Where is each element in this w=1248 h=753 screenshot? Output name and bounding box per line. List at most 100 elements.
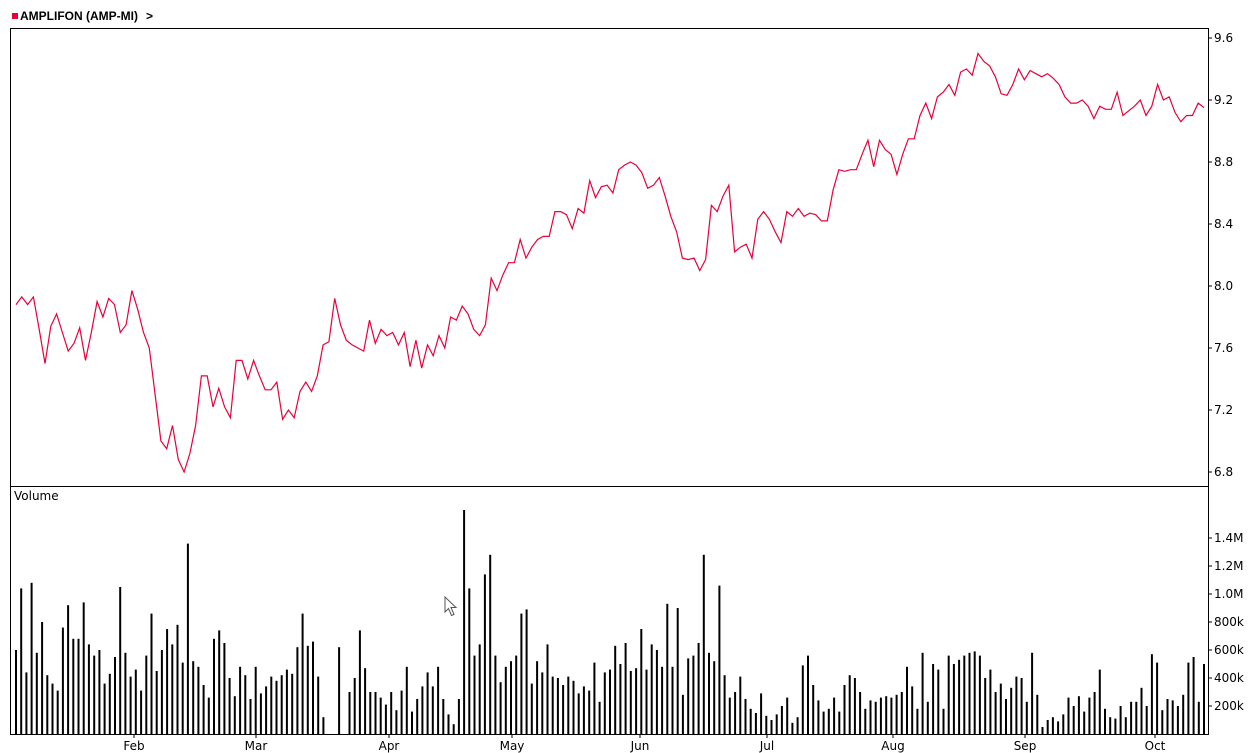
volume-bar xyxy=(1036,694,1039,734)
volume-bar xyxy=(864,708,867,734)
volume-bar xyxy=(739,676,742,734)
volume-bar xyxy=(827,708,830,734)
volume-bar xyxy=(885,696,888,734)
volume-bar xyxy=(681,694,684,734)
volume-bar xyxy=(692,655,695,734)
volume-bar xyxy=(640,629,643,734)
volume-bar xyxy=(353,678,356,734)
volume-bar xyxy=(145,655,148,734)
volume-bar xyxy=(77,638,80,734)
month-tick-label: Feb xyxy=(123,739,144,753)
volume-bar xyxy=(457,699,460,734)
volume-bar xyxy=(603,672,606,734)
volume-bar xyxy=(134,669,137,734)
volume-bar xyxy=(358,630,361,734)
volume-bar xyxy=(718,585,721,734)
volume-bar xyxy=(233,696,236,734)
volume-bar xyxy=(1072,706,1075,734)
volume-bar xyxy=(1051,717,1054,734)
chart-header[interactable]: AMPLIFON (AMP-MI) > xyxy=(12,8,153,24)
volume-bar xyxy=(593,662,596,734)
volume-bar xyxy=(384,704,387,734)
volume-bar xyxy=(1156,662,1159,734)
price-tick-label: 7.6 xyxy=(1214,341,1233,355)
volume-bar xyxy=(801,665,804,734)
volume-bar xyxy=(447,714,450,734)
volume-bar xyxy=(515,655,518,734)
volume-bar xyxy=(1062,714,1065,734)
volume-bars xyxy=(15,510,1205,734)
volume-bar xyxy=(228,678,231,734)
volume-bar xyxy=(1145,706,1148,734)
volume-bar xyxy=(140,690,143,734)
volume-bar xyxy=(697,643,700,734)
volume-bar xyxy=(984,678,987,734)
volume-bar xyxy=(546,644,549,734)
volume-bar xyxy=(598,701,601,734)
volume-bar xyxy=(1197,701,1200,734)
volume-bar xyxy=(577,693,580,734)
volume-bar xyxy=(452,724,455,734)
next-arrow-icon[interactable]: > xyxy=(145,9,153,23)
volume-bar xyxy=(285,669,288,734)
volume-bar xyxy=(1150,654,1153,734)
volume-bar xyxy=(770,720,773,734)
month-tick-label: Jun xyxy=(630,739,650,753)
volume-bar xyxy=(932,664,935,734)
volume-bar xyxy=(244,675,247,734)
volume-tick-label: 200k xyxy=(1214,699,1244,713)
volume-tick-label: 1.2M xyxy=(1214,559,1243,573)
volume-bar xyxy=(859,692,862,734)
volume-bar xyxy=(676,608,679,734)
volume-bar xyxy=(702,554,705,734)
volume-bar xyxy=(1077,696,1080,734)
volume-bar xyxy=(879,697,882,734)
volume-bar xyxy=(160,650,163,734)
volume-bar xyxy=(213,638,215,734)
volume-bar xyxy=(780,706,783,734)
volume-bar xyxy=(968,652,971,734)
month-tick-label: May xyxy=(500,739,525,753)
volume-bar xyxy=(1140,687,1143,734)
volume-bar xyxy=(390,692,393,734)
volume-bar xyxy=(911,686,914,734)
volume-bar xyxy=(666,603,669,734)
volume-bar xyxy=(817,700,820,734)
volume-bar xyxy=(760,693,763,734)
volume-bar xyxy=(114,657,116,734)
volume-bar xyxy=(791,722,794,734)
volume-bar xyxy=(192,661,195,734)
volume-bar xyxy=(124,652,127,734)
volume-bar xyxy=(921,652,924,734)
volume-bar xyxy=(270,676,273,734)
volume-bar xyxy=(254,666,257,734)
volume-bar xyxy=(900,692,903,734)
volume-bar xyxy=(582,686,585,734)
volume-bar xyxy=(812,685,815,734)
volume-bar xyxy=(619,664,622,734)
volume-bar xyxy=(952,664,955,734)
volume-bar xyxy=(1031,652,1034,734)
price-line xyxy=(15,52,1205,474)
volume-bar xyxy=(624,643,627,734)
volume-bar xyxy=(796,717,799,734)
volume-bar xyxy=(895,694,898,734)
volume-bar xyxy=(541,672,544,734)
volume-bar xyxy=(98,650,101,734)
volume-bar xyxy=(166,629,169,734)
volume-bar xyxy=(994,692,997,734)
volume-bar xyxy=(473,655,476,734)
volume-bar xyxy=(1176,706,1179,734)
mouse-pointer-icon xyxy=(444,596,458,617)
volume-bar xyxy=(374,692,377,734)
volume-bar xyxy=(754,713,757,734)
volume-bar xyxy=(853,678,856,734)
volume-bar xyxy=(265,686,268,734)
volume-bar xyxy=(405,666,408,734)
volume-bar xyxy=(364,668,367,734)
volume-bar xyxy=(530,683,533,734)
volume-bar xyxy=(207,697,210,734)
volume-bar xyxy=(551,676,554,734)
volume-bar xyxy=(708,652,710,734)
